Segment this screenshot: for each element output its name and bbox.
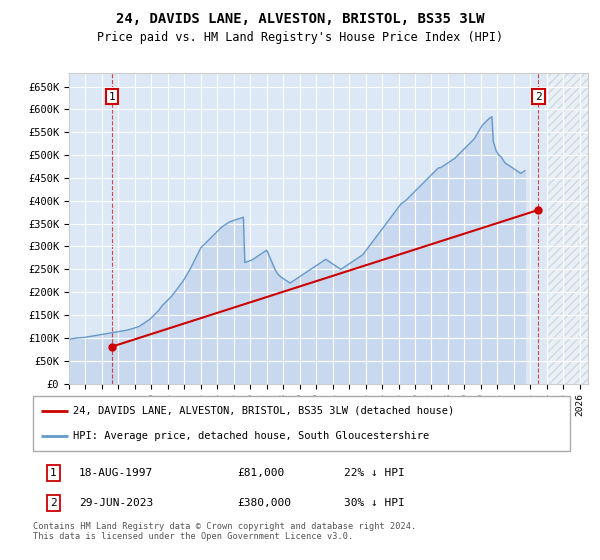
FancyBboxPatch shape <box>33 396 570 451</box>
Text: 24, DAVIDS LANE, ALVESTON, BRISTOL, BS35 3LW (detached house): 24, DAVIDS LANE, ALVESTON, BRISTOL, BS35… <box>73 406 455 416</box>
Text: Price paid vs. HM Land Registry's House Price Index (HPI): Price paid vs. HM Land Registry's House … <box>97 31 503 44</box>
Text: 1: 1 <box>50 468 57 478</box>
Text: 18-AUG-1997: 18-AUG-1997 <box>79 468 153 478</box>
Text: 1: 1 <box>109 92 116 101</box>
Text: £380,000: £380,000 <box>237 498 291 508</box>
Text: Contains HM Land Registry data © Crown copyright and database right 2024.
This d: Contains HM Land Registry data © Crown c… <box>33 522 416 542</box>
Text: 2: 2 <box>50 498 57 508</box>
Text: 22% ↓ HPI: 22% ↓ HPI <box>344 468 405 478</box>
Text: 24, DAVIDS LANE, ALVESTON, BRISTOL, BS35 3LW: 24, DAVIDS LANE, ALVESTON, BRISTOL, BS35… <box>116 12 484 26</box>
Text: HPI: Average price, detached house, South Gloucestershire: HPI: Average price, detached house, Sout… <box>73 431 430 441</box>
Text: 2: 2 <box>535 92 542 101</box>
Text: 29-JUN-2023: 29-JUN-2023 <box>79 498 153 508</box>
Text: 30% ↓ HPI: 30% ↓ HPI <box>344 498 405 508</box>
Text: £81,000: £81,000 <box>237 468 284 478</box>
